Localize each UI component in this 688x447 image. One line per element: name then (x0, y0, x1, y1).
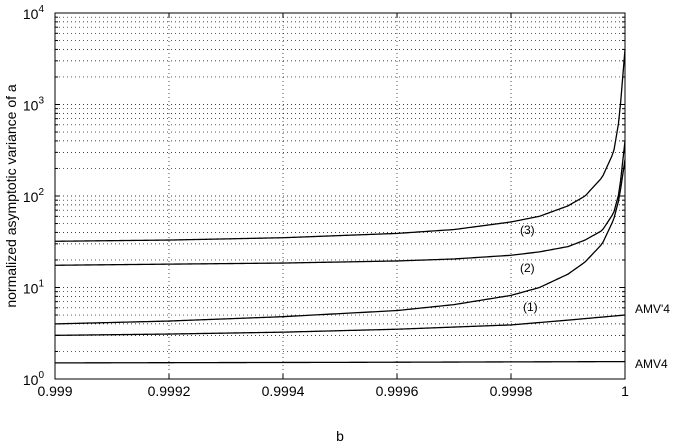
x-tick-label: 0.9992 (148, 383, 191, 399)
curves (54, 49, 626, 364)
series-line-1 (54, 49, 626, 242)
x-tick-label: 0.9994 (262, 383, 305, 399)
y-tick-label: 103 (23, 96, 45, 114)
y-axis-label: normalized asymptotic variance of a (3, 84, 19, 308)
curve-labels: (3) (2) (1) AMV'4 AMV4 (520, 223, 670, 371)
y-tick-labels: 100 101 102 103 104 (23, 4, 45, 388)
series-line-5 (54, 360, 626, 364)
x-axis-label: b (336, 428, 344, 444)
x-tick-label: 0.9998 (490, 383, 533, 399)
y-tick-label: 101 (23, 279, 45, 297)
y-tick-label: 100 (23, 370, 45, 388)
series-line-3 (54, 159, 626, 325)
ticks (54, 13, 626, 380)
series-line-2 (54, 140, 626, 266)
x-tick-label: 0.999 (37, 383, 72, 399)
x-tick-label: 1 (621, 383, 629, 399)
curve-label: AMV4 (635, 357, 668, 371)
series-line-4 (54, 314, 626, 336)
y-tick-label: 104 (23, 4, 45, 22)
curve-label: (1) (523, 300, 538, 314)
curve-label: AMV'4 (635, 302, 670, 316)
x-tick-labels: 0.999 0.9992 0.9994 0.9996 0.9998 1 (37, 383, 629, 399)
x-tick-label: 0.9996 (376, 383, 419, 399)
curve-label: (3) (520, 223, 535, 237)
grid (55, 13, 625, 379)
y-tick-label: 102 (23, 187, 45, 205)
curve-label: (2) (520, 261, 535, 275)
